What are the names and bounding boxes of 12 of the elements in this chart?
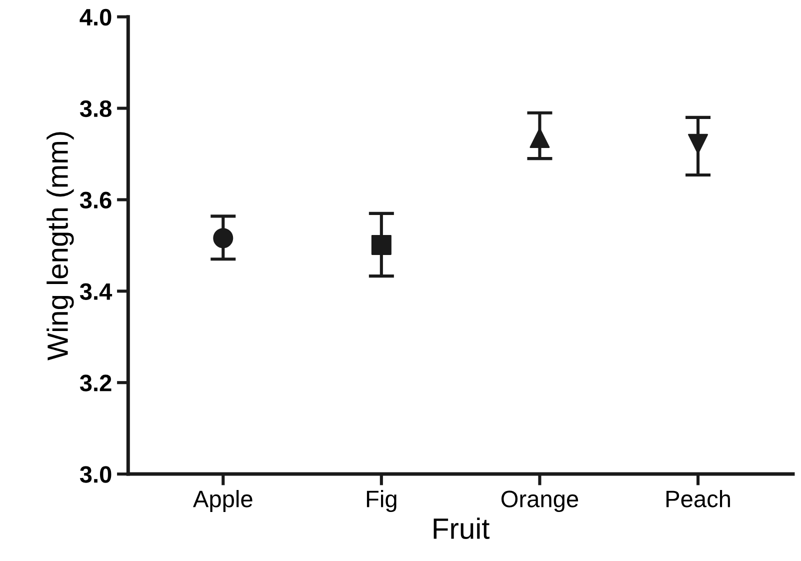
y-tick-label: 4.0 (80, 8, 112, 26)
x-axis-title: Fruit (434, 518, 490, 540)
y-tick-label: 3.8 (80, 100, 112, 118)
x-tick-label: Fig (366, 490, 396, 512)
y-tick-label: 3.4 (80, 283, 112, 300)
x-tick-label: Apple (192, 490, 252, 512)
y-axis-title: Wing length (mm) (46, 132, 74, 360)
y-tick-label: 3.2 (80, 374, 112, 392)
x-tick-label: Peach (666, 490, 730, 508)
x-tick-label: Orange (501, 490, 578, 512)
y-tick-label: 3.6 (80, 192, 112, 209)
y-tick-label: 3.0 (80, 466, 112, 483)
